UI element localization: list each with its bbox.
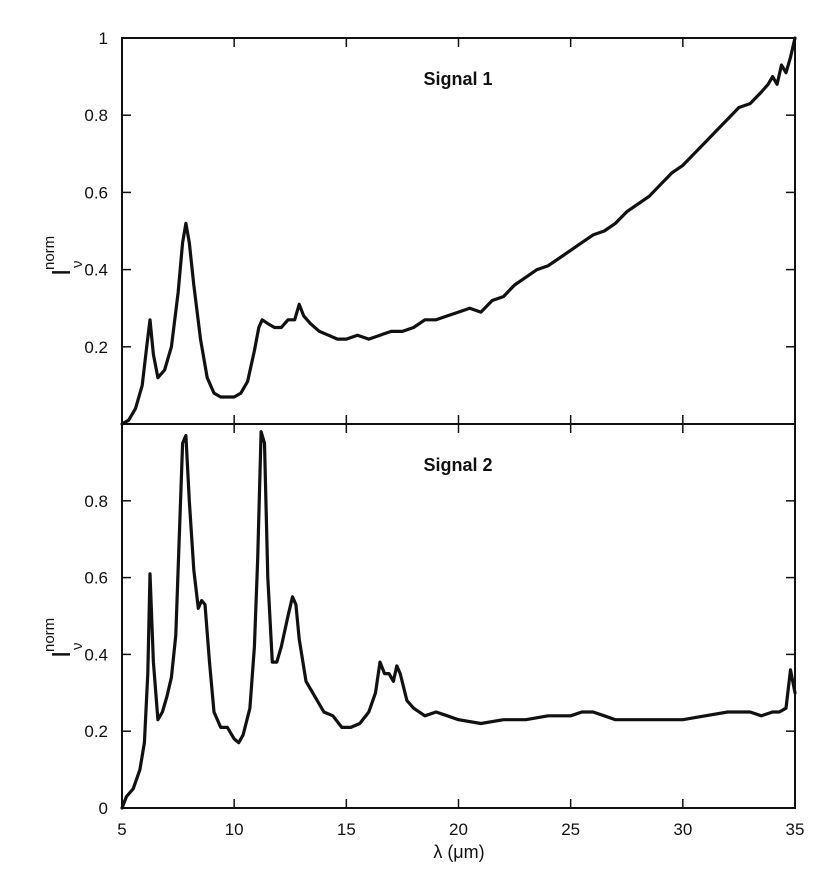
panel-title: Signal 1 bbox=[423, 69, 492, 89]
y-tick-label: 0.2 bbox=[84, 722, 108, 741]
x-tick-label: 20 bbox=[449, 820, 468, 839]
series-line-2 bbox=[120, 430, 797, 810]
y-tick-label: 0 bbox=[99, 799, 108, 818]
plot-frame bbox=[121, 37, 796, 425]
y-tick-label: 0.4 bbox=[84, 645, 108, 664]
x-tick-label: 35 bbox=[786, 820, 805, 839]
plot-frame bbox=[121, 423, 796, 809]
series-line-1 bbox=[120, 36, 797, 426]
y-tick-label: 0.2 bbox=[84, 338, 108, 357]
x-tick-label: 15 bbox=[337, 820, 356, 839]
x-tick-label: 25 bbox=[561, 820, 580, 839]
panel-title: Signal 2 bbox=[423, 455, 492, 475]
y-tick-label: 0.8 bbox=[84, 106, 108, 125]
y-axis-label-subscript: ν bbox=[69, 643, 86, 651]
y-axis-label-subscript: ν bbox=[69, 261, 86, 269]
y-tick-label: 0.6 bbox=[84, 183, 108, 202]
x-tick-label: 5 bbox=[117, 820, 126, 839]
x-tick-label: 10 bbox=[225, 820, 244, 839]
y-axis-label-main: I bbox=[46, 651, 76, 658]
y-tick-label: 0.8 bbox=[84, 492, 108, 511]
y-tick-label: 0.6 bbox=[84, 569, 108, 588]
y-axis-label-superscript: norm bbox=[41, 618, 58, 652]
x-tick-label: 30 bbox=[673, 820, 692, 839]
y-axis-label-superscript: norm bbox=[41, 236, 58, 270]
y-tick-label: 1 bbox=[99, 29, 108, 48]
x-axis-label: λ (μm) bbox=[433, 842, 484, 862]
y-axis-label-main: I bbox=[46, 269, 76, 276]
y-tick-label: 0.4 bbox=[84, 261, 108, 280]
